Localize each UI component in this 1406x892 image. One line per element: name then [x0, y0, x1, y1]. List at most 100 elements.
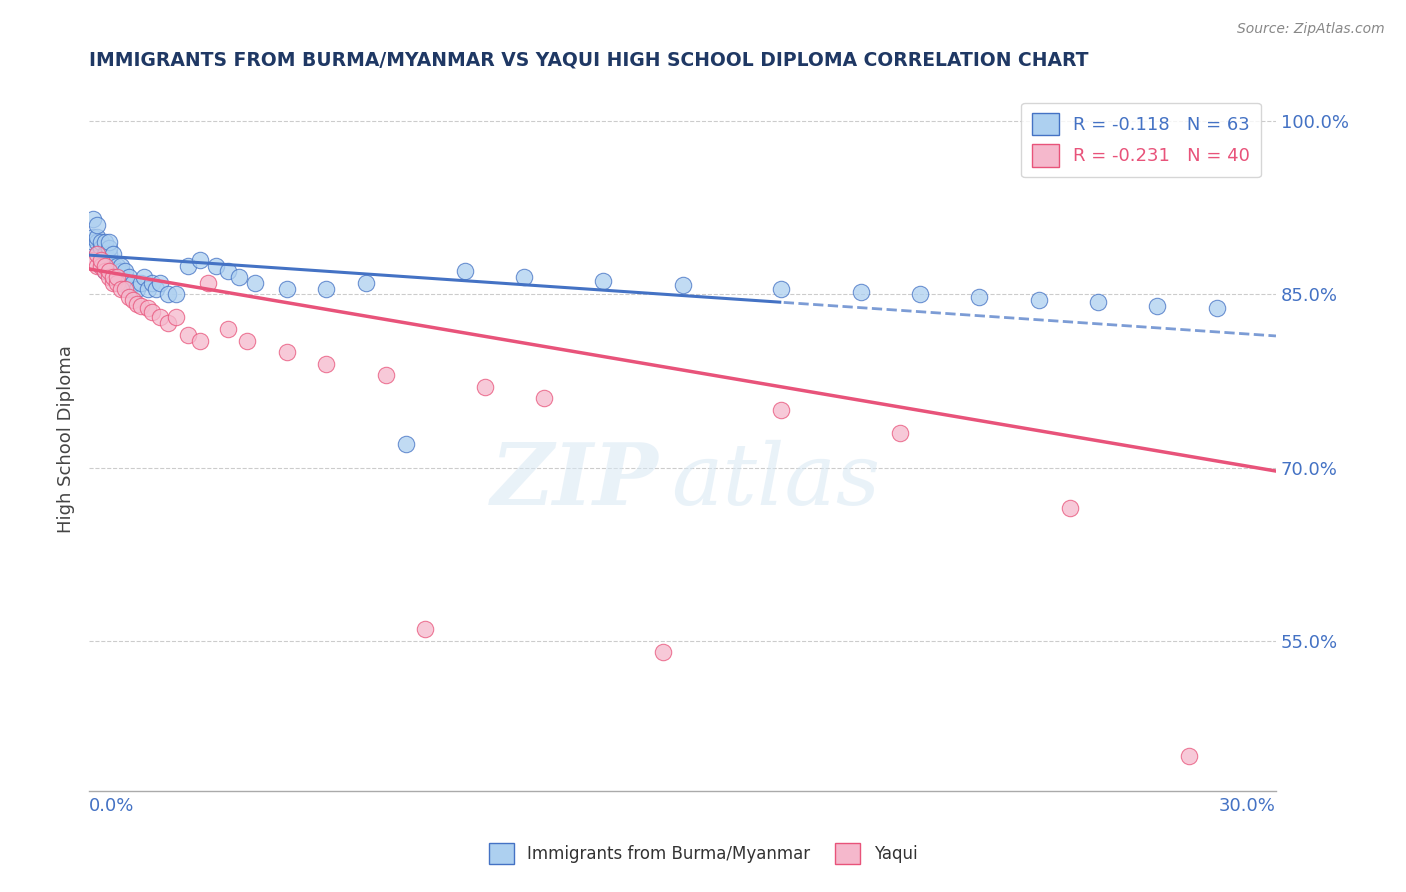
Point — [105, 259, 128, 273]
Point — [1205, 301, 1227, 316]
Point — [86, 259, 108, 273]
Point — [592, 273, 614, 287]
Point — [94, 235, 117, 250]
Point — [276, 282, 298, 296]
Point — [97, 247, 120, 261]
Point — [97, 264, 120, 278]
Point — [129, 299, 152, 313]
Point — [1028, 293, 1050, 307]
Point — [145, 282, 167, 296]
Point — [770, 402, 793, 417]
Point — [110, 276, 132, 290]
Point — [90, 259, 112, 273]
Point — [94, 247, 117, 261]
Point — [889, 425, 911, 440]
Point — [101, 270, 124, 285]
Point — [90, 259, 112, 273]
Point — [217, 322, 239, 336]
Point — [157, 287, 180, 301]
Point — [165, 310, 187, 325]
Point — [770, 282, 793, 296]
Point — [90, 241, 112, 255]
Legend: R = -0.118   N = 63, R = -0.231   N = 40: R = -0.118 N = 63, R = -0.231 N = 40 — [1021, 103, 1261, 178]
Point — [86, 229, 108, 244]
Point — [141, 276, 163, 290]
Point — [82, 235, 104, 250]
Point — [129, 276, 152, 290]
Point — [121, 293, 143, 307]
Point — [94, 264, 117, 278]
Point — [94, 259, 117, 273]
Point — [236, 334, 259, 348]
Point — [82, 212, 104, 227]
Point — [110, 264, 132, 278]
Point — [97, 264, 120, 278]
Point — [125, 282, 148, 296]
Point — [101, 259, 124, 273]
Text: ZIP: ZIP — [491, 439, 659, 523]
Point — [105, 276, 128, 290]
Point — [228, 270, 250, 285]
Point — [82, 229, 104, 244]
Point — [97, 241, 120, 255]
Legend: Immigrants from Burma/Myanmar, Yaqui: Immigrants from Burma/Myanmar, Yaqui — [482, 837, 924, 871]
Point — [82, 252, 104, 267]
Point — [134, 270, 156, 285]
Point — [141, 304, 163, 318]
Point — [138, 282, 160, 296]
Point — [157, 316, 180, 330]
Point — [217, 264, 239, 278]
Point — [149, 276, 172, 290]
Point — [114, 276, 136, 290]
Point — [204, 259, 226, 273]
Point — [114, 264, 136, 278]
Point — [86, 247, 108, 261]
Point — [245, 276, 267, 290]
Point — [117, 290, 139, 304]
Point — [177, 259, 200, 273]
Point — [1087, 295, 1109, 310]
Point — [97, 235, 120, 250]
Point — [101, 276, 124, 290]
Point — [1178, 749, 1201, 764]
Point — [94, 264, 117, 278]
Point — [86, 247, 108, 261]
Text: 30.0%: 30.0% — [1219, 797, 1277, 814]
Point — [188, 252, 211, 267]
Point — [415, 622, 437, 636]
Point — [315, 282, 337, 296]
Point — [474, 380, 496, 394]
Point — [454, 264, 477, 278]
Point — [97, 252, 120, 267]
Point — [197, 276, 219, 290]
Point — [117, 282, 139, 296]
Point — [125, 296, 148, 310]
Point — [90, 259, 112, 273]
Point — [101, 247, 124, 261]
Y-axis label: High School Diploma: High School Diploma — [58, 345, 75, 533]
Text: Source: ZipAtlas.com: Source: ZipAtlas.com — [1237, 22, 1385, 37]
Point — [90, 252, 112, 267]
Point — [276, 345, 298, 359]
Point — [1146, 299, 1168, 313]
Point — [86, 235, 108, 250]
Point — [315, 357, 337, 371]
Point — [671, 278, 693, 293]
Point — [967, 290, 990, 304]
Point — [117, 270, 139, 285]
Point — [908, 287, 931, 301]
Point — [354, 276, 377, 290]
Text: IMMIGRANTS FROM BURMA/MYANMAR VS YAQUI HIGH SCHOOL DIPLOMA CORRELATION CHART: IMMIGRANTS FROM BURMA/MYANMAR VS YAQUI H… — [89, 51, 1088, 70]
Point — [513, 270, 536, 285]
Point — [165, 287, 187, 301]
Point — [533, 392, 555, 406]
Point — [1059, 501, 1081, 516]
Text: 0.0%: 0.0% — [89, 797, 135, 814]
Point — [651, 645, 673, 659]
Point — [105, 270, 128, 285]
Point — [101, 270, 124, 285]
Point — [849, 285, 872, 299]
Point — [374, 368, 396, 383]
Point — [188, 334, 211, 348]
Point — [86, 218, 108, 232]
